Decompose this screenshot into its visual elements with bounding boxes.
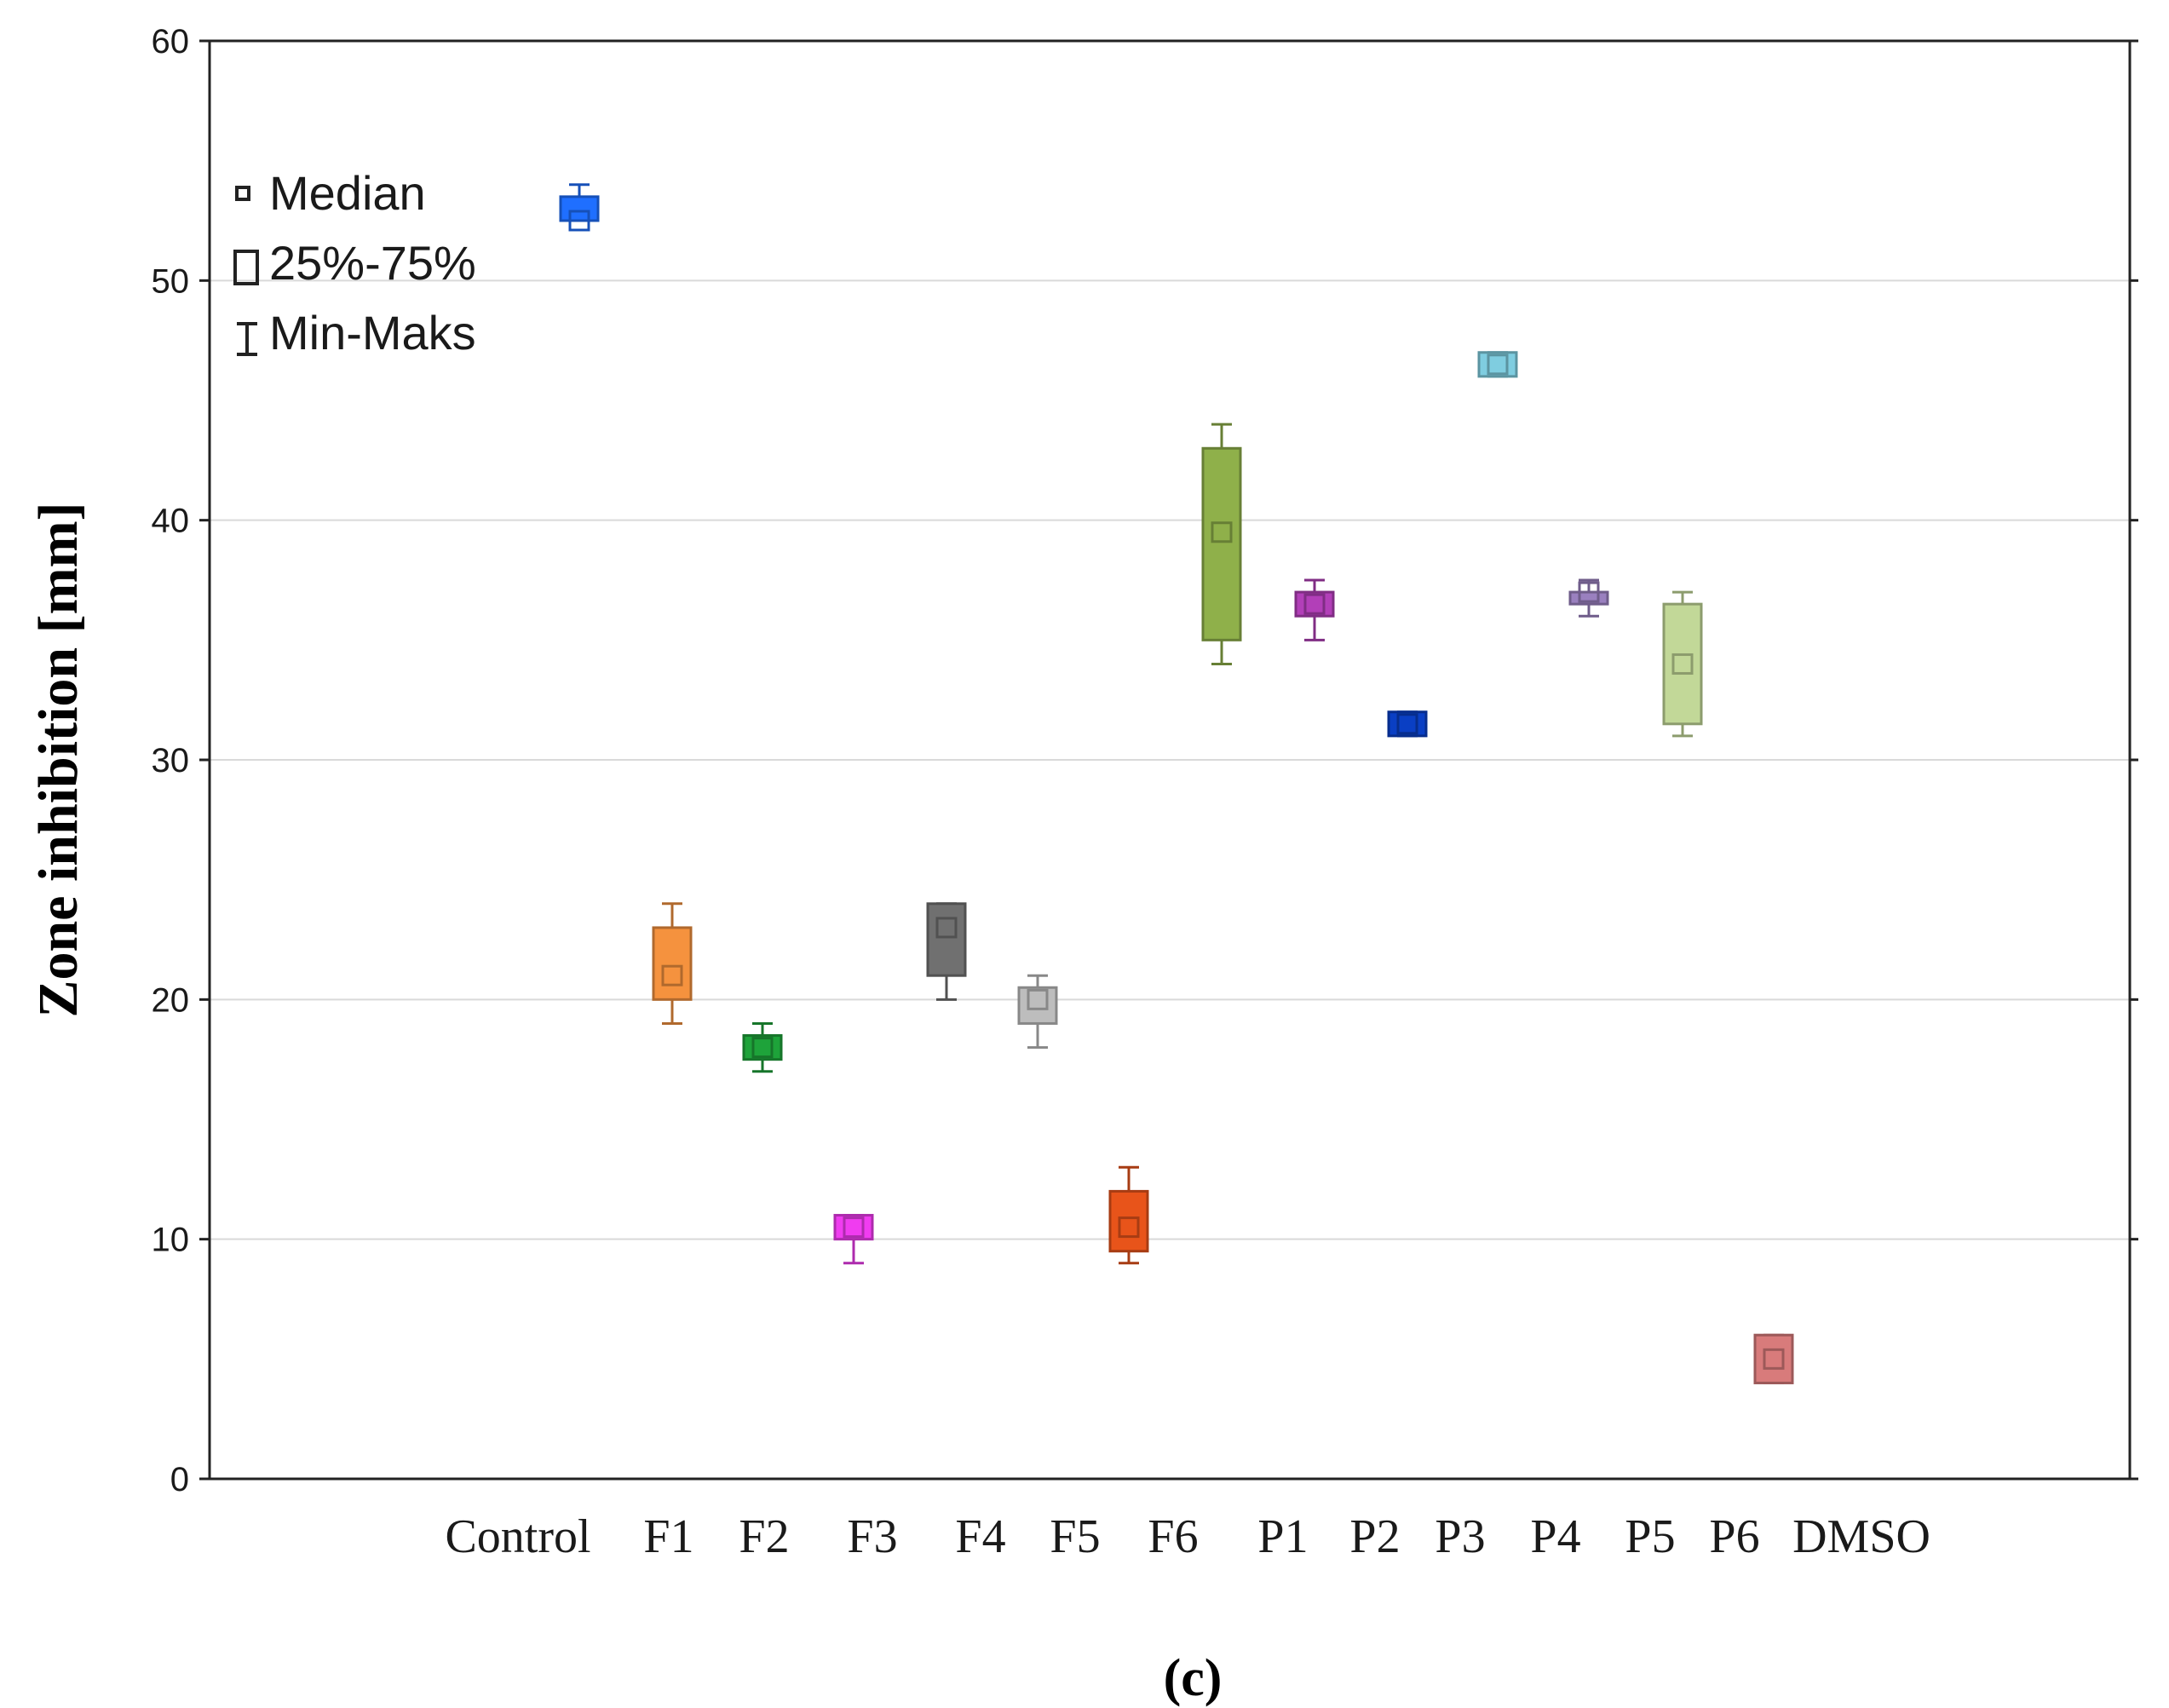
iqr-box-control	[559, 195, 600, 222]
median-marker-f2	[751, 1037, 774, 1059]
box-p2	[1294, 578, 1335, 641]
median-marker-p3	[1396, 713, 1418, 735]
box-series	[559, 183, 1794, 1384]
category-label-f6: F6	[1148, 1510, 1198, 1563]
box-p1	[1201, 423, 1242, 665]
iqr-box-p4	[1477, 351, 1518, 378]
iqr-box-p2	[1294, 590, 1335, 618]
box-f4	[926, 902, 967, 1001]
box-p6	[1662, 590, 1703, 738]
box-f6	[1108, 1165, 1149, 1265]
box-p3	[1387, 710, 1428, 738]
box-p4	[1477, 351, 1518, 378]
category-label-f2: F2	[739, 1510, 789, 1563]
box-f1	[652, 902, 693, 1025]
category-label-p4: P4	[1530, 1510, 1580, 1563]
iqr-box-p3	[1387, 710, 1428, 738]
iqr-box-f2	[742, 1034, 783, 1061]
figure-caption: (c)	[1164, 1649, 1223, 1707]
legend-median-label: Median	[269, 166, 426, 220]
y-axis-label: Zone inhibition [mm]	[27, 502, 89, 1017]
category-label-dmso: DMSO	[1792, 1510, 1930, 1563]
median-marker-f1	[661, 964, 683, 986]
median-marker-f4	[935, 917, 958, 939]
box-p5	[1568, 578, 1609, 618]
legend-quartile-icon	[233, 250, 259, 285]
ytick-label-10: 10	[152, 1222, 190, 1259]
box-control	[559, 183, 600, 232]
category-label-p2: P2	[1349, 1510, 1400, 1563]
ytick-label-60: 60	[152, 23, 190, 60]
legend: Median 25%-75% Min-Maks	[233, 166, 476, 359]
category-label-p6: P6	[1709, 1510, 1759, 1563]
category-label-f5: F5	[1050, 1510, 1100, 1563]
box-f5	[1017, 974, 1058, 1050]
median-marker-f3	[843, 1216, 865, 1239]
ytick-label-30: 30	[152, 742, 190, 779]
median-marker-f6	[1118, 1216, 1140, 1239]
iqr-box-f6	[1108, 1189, 1149, 1253]
ytick-label-0: 0	[170, 1461, 189, 1498]
median-marker-p1	[1211, 521, 1233, 543]
median-marker-p5	[1578, 581, 1600, 603]
x-axis-category-labels: Control F1 F2 F3 F4 F5 F6 P1 P2 P3 P4 P5 P6 DMSO	[445, 1510, 1930, 1563]
median-marker-f5	[1027, 988, 1049, 1010]
legend-quartile-label: 25%-75%	[269, 236, 476, 290]
y-axis-ticks: 0 10 20 30 40 50 60	[152, 23, 2138, 1498]
iqr-box-p1	[1201, 446, 1242, 641]
category-label-p3: P3	[1435, 1510, 1485, 1563]
legend-minmax-label: Min-Maks	[269, 306, 476, 359]
legend-median-icon	[235, 186, 250, 201]
iqr-box-p6	[1662, 602, 1703, 726]
median-marker-p6	[1671, 653, 1694, 675]
median-marker-dmso	[1763, 1348, 1785, 1370]
legend-minmax-icon	[237, 322, 257, 356]
category-label-p5: P5	[1625, 1510, 1675, 1563]
ytick-label-20: 20	[152, 981, 190, 1019]
iqr-box-dmso	[1753, 1333, 1794, 1384]
grid-lines	[210, 279, 2130, 1240]
category-label-f1: F1	[643, 1510, 693, 1563]
box-f3	[833, 1214, 874, 1265]
median-marker-control	[568, 210, 590, 232]
median-marker-p2	[1303, 593, 1326, 615]
iqr-box-f1	[652, 926, 693, 1001]
category-label-f4: F4	[955, 1510, 1005, 1563]
box-dmso	[1753, 1333, 1794, 1384]
iqr-box-f4	[926, 902, 967, 977]
ytick-label-40: 40	[152, 503, 190, 540]
box-f2	[742, 1021, 783, 1073]
category-label-f3: F3	[847, 1510, 897, 1563]
category-label-control: Control	[445, 1510, 590, 1563]
iqr-box-f3	[833, 1214, 874, 1241]
category-label-p1: P1	[1257, 1510, 1308, 1563]
ytick-label-50: 50	[152, 262, 190, 300]
median-marker-p4	[1487, 354, 1509, 376]
iqr-box-f5	[1017, 986, 1058, 1025]
